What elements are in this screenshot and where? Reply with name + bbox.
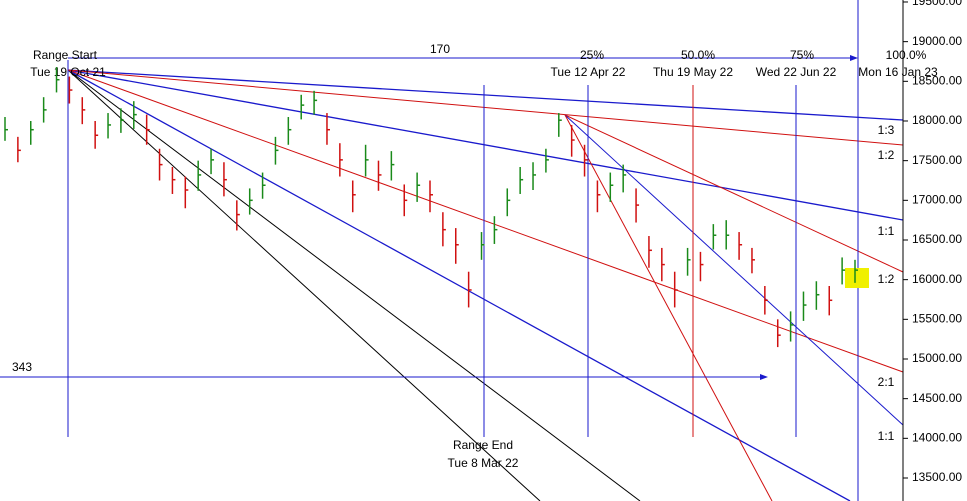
annotation: 1:1 [878, 429, 895, 443]
highlight [845, 268, 869, 288]
y-tick-label: 17500.00 [912, 153, 962, 167]
y-tick-label: 19000.00 [912, 34, 962, 48]
annotation: 75% [790, 48, 814, 62]
y-tick-label: 16000.00 [912, 272, 962, 286]
annotation: 170 [430, 42, 450, 56]
annotation: 343 [12, 360, 32, 374]
arrow-head [850, 55, 858, 61]
y-tick-label: 16500.00 [912, 232, 962, 246]
annotation: 1:2 [878, 148, 895, 162]
y-tick-label: 14000.00 [912, 430, 962, 444]
annotation: 1:3 [878, 123, 895, 137]
fan-lines [0, 0, 904, 501]
fan-line [67, 69, 904, 373]
annotation: Thu 19 May 22 [653, 65, 733, 79]
annotation: 1:1 [878, 224, 895, 238]
fan-line [564, 114, 904, 273]
fan-line [67, 69, 851, 501]
y-tick-label: 17000.00 [912, 192, 962, 206]
y-tick-label: 18000.00 [912, 113, 962, 127]
y-tick-label: 18500.00 [912, 73, 962, 87]
annotation: Tue 19 Oct 21 [30, 65, 106, 79]
arrow-head [760, 374, 768, 380]
y-tick-label: 19500.00 [912, 0, 962, 8]
annotation: 100.0% [886, 48, 927, 62]
annotation: Range Start [33, 48, 98, 62]
y-tick-label: 15500.00 [912, 311, 962, 325]
fan-line [67, 69, 904, 221]
y-tick-label: 13500.00 [912, 470, 962, 484]
fan-line [67, 69, 904, 146]
fan-line [564, 114, 904, 426]
annotation: Mon 16 Jan 23 [858, 65, 938, 79]
y-tick-label: 14500.00 [912, 391, 962, 405]
y-tick-label: 15000.00 [912, 351, 962, 365]
annotation: 25% [580, 48, 604, 62]
fan-line [67, 69, 904, 121]
annotation: Wed 22 Jun 22 [756, 65, 837, 79]
fan-line [67, 69, 641, 501]
fan-line [564, 114, 773, 501]
annotation: Tue 12 Apr 22 [551, 65, 626, 79]
annotation: 1:2 [878, 272, 895, 286]
annotation: 50.0% [681, 48, 715, 62]
annotation: Range End [453, 438, 513, 452]
annotation: 2:1 [878, 375, 895, 389]
annotation: Tue 8 Mar 22 [448, 456, 519, 470]
